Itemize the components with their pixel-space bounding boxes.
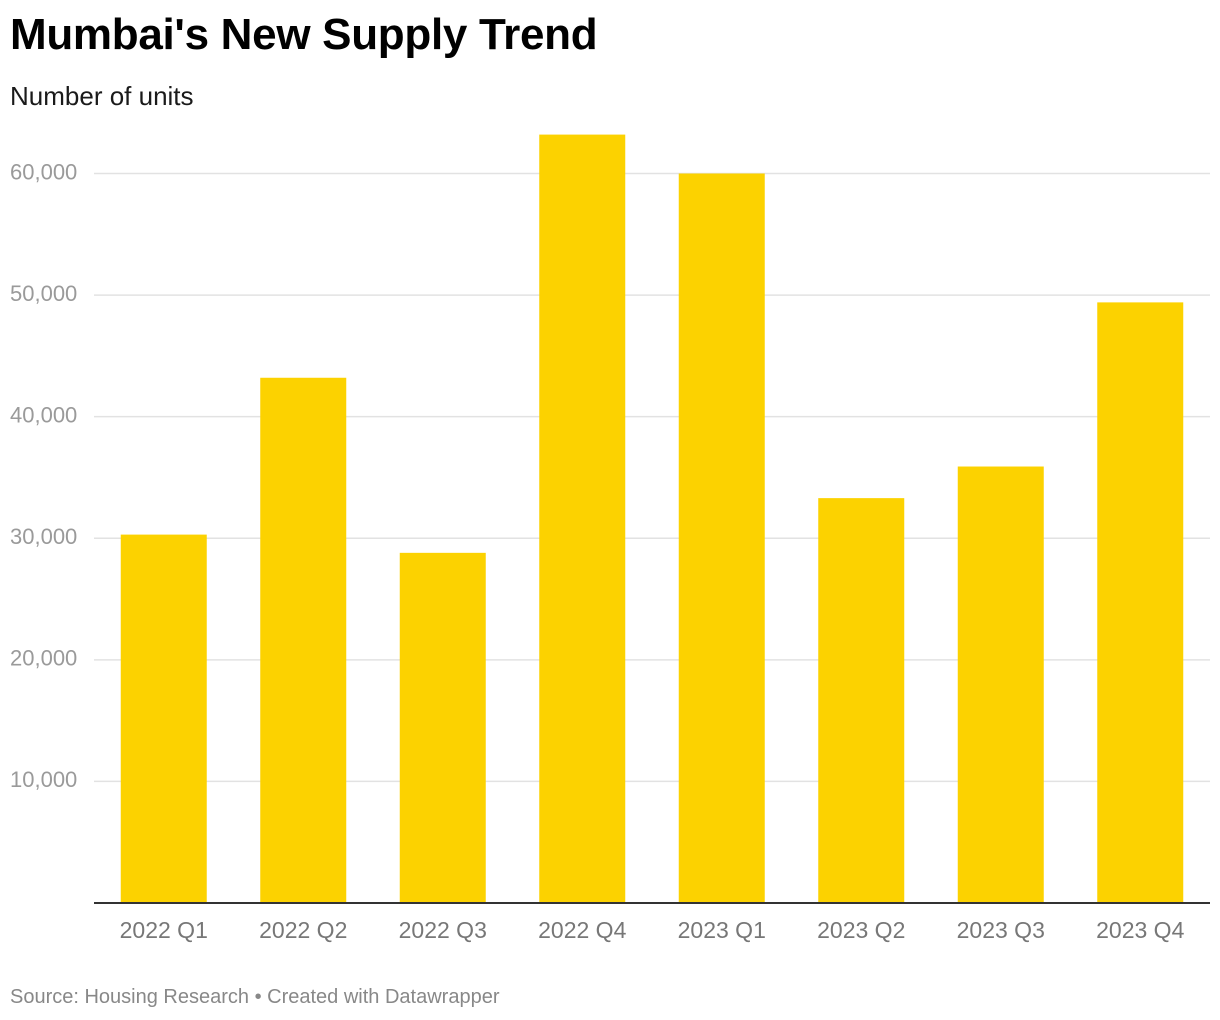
chart-title: Mumbai's New Supply Trend: [10, 10, 598, 59]
source-prefix: Source:: [10, 986, 85, 1008]
x-tick-label: 2023 Q1: [678, 917, 766, 943]
x-tick-label: 2022 Q1: [120, 917, 208, 943]
bar[interactable]: [818, 498, 905, 903]
bar[interactable]: [539, 134, 626, 904]
bar[interactable]: [678, 173, 765, 904]
x-tick-label: 2023 Q3: [957, 917, 1045, 943]
bar[interactable]: [1097, 302, 1184, 904]
y-tick-label: 10,000: [10, 767, 77, 792]
y-axis-tick-labels: 10,000 20,000 30,000 40,000 50,000 60,000: [10, 159, 77, 792]
bar[interactable]: [957, 466, 1044, 903]
x-tick-label: 2022 Q3: [399, 917, 487, 943]
x-tick-label: 2022 Q2: [259, 917, 347, 943]
bar-chart: 10,000 20,000 30,000 40,000 50,000 60,000 202…: [10, 134, 1210, 943]
x-tick-label: 2023 Q4: [1096, 917, 1184, 943]
bar[interactable]: [399, 552, 486, 903]
y-tick-label: 20,000: [10, 646, 77, 671]
chart-subtitle: Number of units: [10, 81, 194, 111]
footer-separator: •: [249, 986, 268, 1008]
x-tick-label: 2022 Q4: [538, 917, 626, 943]
bar[interactable]: [260, 377, 347, 903]
y-tick-label: 30,000: [10, 524, 77, 549]
y-tick-label: 50,000: [10, 281, 77, 306]
source-name[interactable]: Housing Research: [84, 986, 250, 1008]
chart-footer: Source: Housing Research • Created with …: [10, 984, 499, 1010]
bar[interactable]: [120, 534, 207, 903]
y-tick-label: 40,000: [10, 402, 77, 427]
y-tick-label: 60,000: [10, 159, 77, 184]
bars: [120, 134, 1184, 904]
datawrapper-credit[interactable]: Created with Datawrapper: [267, 986, 500, 1008]
x-tick-label: 2023 Q2: [817, 917, 905, 943]
x-axis-tick-labels: 2022 Q1 2022 Q2 2022 Q3 2022 Q4 2023 Q1 2023 …: [120, 917, 1185, 943]
